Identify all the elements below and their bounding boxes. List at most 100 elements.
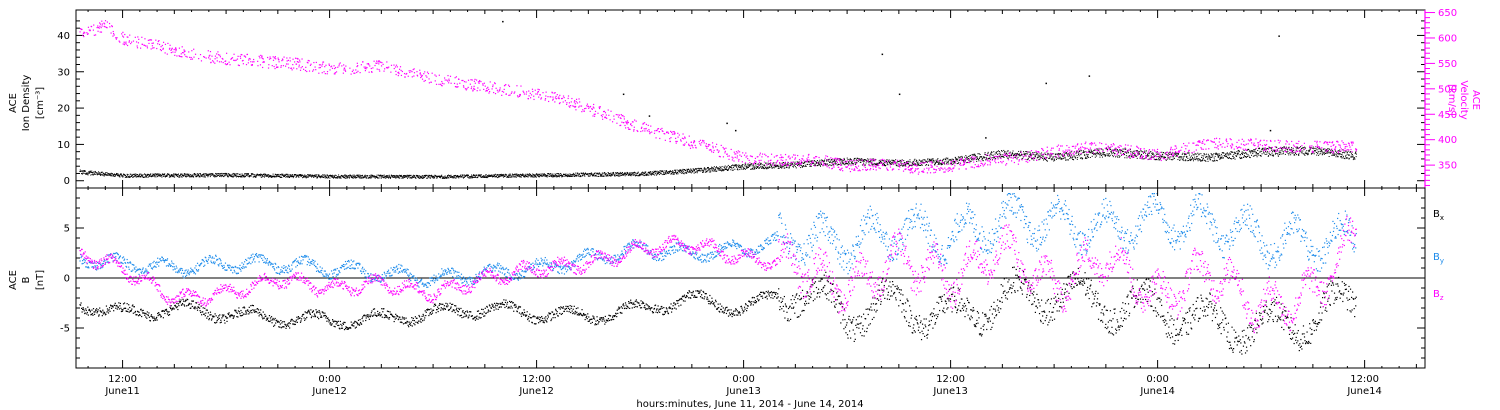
density-point bbox=[244, 176, 246, 178]
density-point bbox=[852, 162, 854, 164]
density-point bbox=[651, 174, 653, 176]
velocity-series bbox=[79, 20, 1358, 175]
density-point bbox=[1346, 157, 1348, 159]
density-point bbox=[841, 162, 843, 164]
velocity-point bbox=[520, 85, 522, 87]
velocity-point bbox=[188, 51, 190, 53]
velocity-point bbox=[386, 61, 388, 63]
density-point bbox=[1133, 151, 1135, 153]
velocity-point bbox=[501, 94, 503, 96]
density-point bbox=[444, 177, 446, 179]
density-point bbox=[477, 174, 479, 176]
top-panel-frame bbox=[75, 9, 1426, 189]
density-point bbox=[887, 162, 889, 164]
density-point bbox=[1042, 157, 1044, 159]
density-point bbox=[1344, 150, 1346, 152]
density-point bbox=[400, 176, 402, 178]
density-point bbox=[387, 176, 389, 178]
density-point bbox=[1050, 155, 1052, 157]
density-point bbox=[1070, 151, 1072, 153]
density-point bbox=[1044, 159, 1046, 161]
density-point bbox=[212, 173, 214, 175]
velocity-point bbox=[456, 83, 458, 85]
density-point bbox=[746, 167, 748, 169]
density-point bbox=[457, 175, 459, 177]
density-point bbox=[1317, 151, 1319, 153]
velocity-point bbox=[455, 76, 457, 78]
density-point bbox=[835, 163, 837, 165]
density-point bbox=[1113, 151, 1115, 153]
density-point bbox=[298, 174, 300, 176]
density-point bbox=[389, 177, 391, 179]
density-point bbox=[1101, 154, 1103, 156]
density-point bbox=[467, 174, 469, 176]
velocity-point bbox=[471, 86, 473, 88]
density-point bbox=[212, 174, 214, 176]
density-point bbox=[1020, 150, 1022, 152]
density-point bbox=[159, 173, 161, 175]
density-point bbox=[1346, 153, 1348, 155]
density-point bbox=[1161, 153, 1163, 155]
velocity-point bbox=[164, 43, 167, 45]
density-point bbox=[1205, 156, 1207, 158]
density-point bbox=[1007, 157, 1009, 159]
density-point bbox=[739, 166, 741, 168]
density-point bbox=[274, 175, 276, 177]
density-point bbox=[1113, 149, 1115, 151]
density-point bbox=[116, 172, 118, 174]
density-point bbox=[1285, 148, 1287, 150]
density-point bbox=[847, 163, 849, 165]
density-point bbox=[181, 174, 183, 176]
density-point bbox=[295, 176, 297, 178]
density-point bbox=[689, 171, 691, 173]
velocity-point bbox=[622, 114, 624, 117]
density-point bbox=[984, 154, 986, 156]
density-point bbox=[842, 162, 844, 164]
density-point bbox=[921, 161, 923, 163]
density-point bbox=[961, 156, 963, 158]
density-point bbox=[1019, 154, 1021, 156]
velocity-point bbox=[300, 67, 302, 69]
density-point bbox=[1088, 150, 1090, 152]
velocity-point bbox=[411, 71, 413, 73]
density-point bbox=[762, 166, 764, 168]
density-point bbox=[851, 162, 853, 164]
density-point bbox=[339, 176, 341, 178]
density-point bbox=[398, 174, 400, 176]
density-point bbox=[339, 177, 341, 179]
density-point bbox=[108, 173, 110, 175]
velocity-point bbox=[180, 56, 182, 58]
density-point bbox=[612, 172, 614, 174]
density-point bbox=[625, 174, 627, 176]
density-point bbox=[283, 176, 285, 178]
density-point bbox=[916, 160, 918, 162]
density-point bbox=[1004, 151, 1006, 153]
density-series bbox=[79, 20, 1357, 179]
density-point bbox=[1068, 153, 1070, 155]
density-point bbox=[938, 163, 940, 165]
density-point bbox=[615, 172, 617, 174]
density-point bbox=[1270, 147, 1272, 149]
density-point bbox=[157, 173, 159, 175]
density-point bbox=[887, 164, 889, 166]
density-point bbox=[279, 175, 281, 177]
velocity-point bbox=[549, 96, 551, 98]
velocity-point bbox=[551, 92, 553, 94]
density-point bbox=[690, 168, 692, 170]
velocity-point bbox=[591, 108, 593, 110]
velocity-point bbox=[575, 98, 578, 100]
density-point bbox=[317, 174, 319, 176]
density-point bbox=[497, 177, 499, 179]
velocity-point bbox=[598, 107, 601, 110]
density-point bbox=[1105, 154, 1107, 156]
density-point bbox=[811, 160, 813, 162]
density-point bbox=[147, 174, 149, 176]
density-point bbox=[715, 167, 717, 169]
density-point bbox=[620, 174, 622, 176]
velocity-point bbox=[394, 66, 397, 68]
density-point bbox=[433, 176, 435, 178]
density-point bbox=[1009, 156, 1011, 158]
velocity-point bbox=[593, 115, 596, 117]
velocity-point bbox=[467, 79, 470, 81]
velocity-point bbox=[277, 66, 279, 68]
